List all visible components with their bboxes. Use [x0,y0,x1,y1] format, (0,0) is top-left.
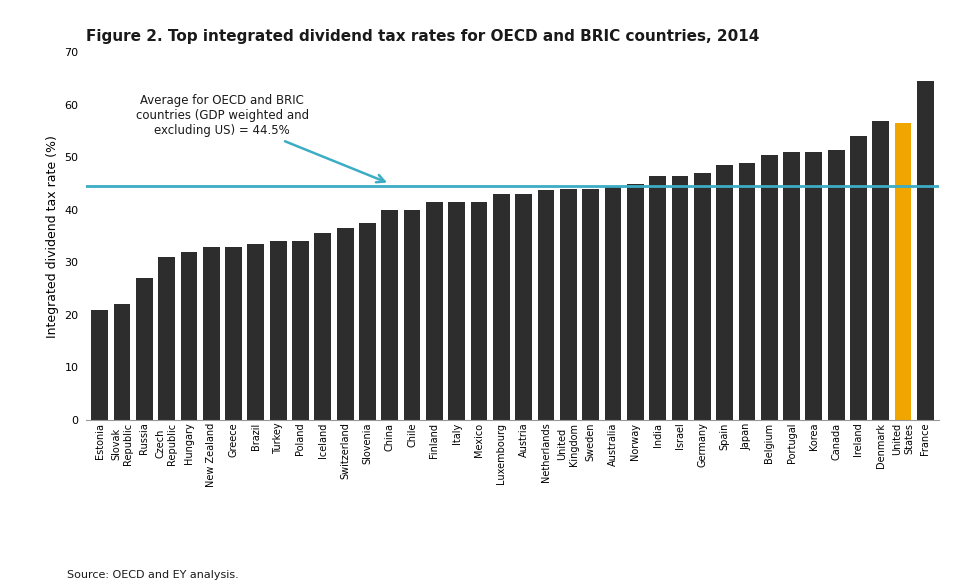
Bar [717,166,733,420]
Bar [136,278,152,420]
Bar [917,82,934,420]
Bar [359,223,376,420]
Bar [314,234,331,420]
Bar [381,210,399,420]
Bar [761,155,778,420]
Bar [247,244,264,420]
Bar [828,150,845,420]
Text: Source: OECD and EY analysis.: Source: OECD and EY analysis. [67,570,239,580]
Bar [604,187,622,420]
Bar [203,247,219,420]
Bar [91,310,108,420]
Bar [270,241,286,420]
Bar [225,247,242,420]
Bar [783,152,800,420]
Bar [560,189,577,420]
Bar [895,124,911,420]
Y-axis label: Integrated dividend tax rate (%): Integrated dividend tax rate (%) [46,135,58,338]
Bar [739,163,755,420]
Bar [806,152,822,420]
Bar [537,190,555,420]
Bar [403,210,421,420]
Text: Average for OECD and BRIC
countries (GDP weighted and
excluding US) = 44.5%: Average for OECD and BRIC countries (GDP… [136,94,384,182]
Bar [515,194,532,420]
Bar [470,202,488,420]
Bar [582,189,599,420]
Bar [292,241,308,420]
Bar [337,229,354,420]
Bar [627,184,644,420]
Bar [493,194,510,420]
Bar [158,257,175,420]
Bar [873,121,889,420]
Bar [114,304,130,420]
Bar [180,252,197,420]
Bar [694,173,711,420]
Bar [850,136,867,420]
Bar [448,202,465,420]
Bar [426,202,443,420]
Bar [672,176,688,420]
Bar [650,176,666,420]
Text: Figure 2. Top integrated dividend tax rates for OECD and BRIC countries, 2014: Figure 2. Top integrated dividend tax ra… [86,29,760,44]
